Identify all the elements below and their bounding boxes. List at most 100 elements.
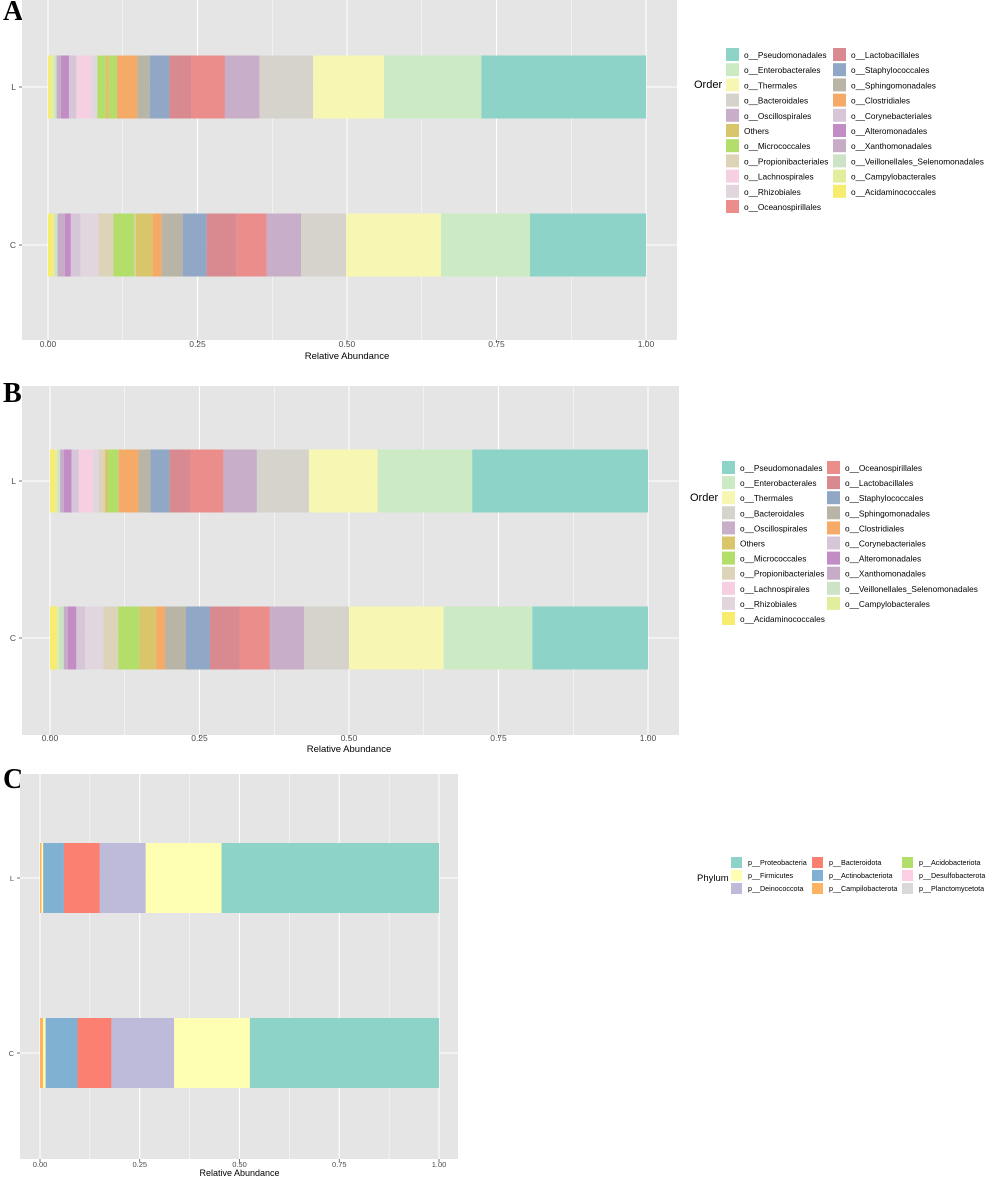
legend-swatch [722,536,735,550]
bar-segment [60,449,64,513]
legend-label: p__Proteobacteria [748,858,807,867]
legend-label: o__Propionibacteriales [740,569,824,579]
legend-label: o__Micrococcales [740,554,806,564]
bar-segment [80,213,99,277]
legend-label: p__Actinobacteriota [829,871,893,880]
legend-swatch [726,93,739,107]
legend-swatch [812,870,823,881]
legend-swatch [902,870,913,881]
legend-label: o__Staphylococcales [845,493,923,503]
legend-label: o__Pseudomonadales [744,50,827,60]
legend-swatch [726,108,739,122]
legend-label: p__Desulfobacterota [919,871,985,880]
x-tick-label: 0.75 [488,339,505,349]
legend-label: Others [744,126,769,136]
legend-label: o__Oscillospirales [744,111,811,121]
legend-swatch [722,521,735,535]
legend-label: o__Acidaminococcales [740,614,825,624]
bar-segment [105,449,109,513]
chart-panel-a: C L 0.00 0.25 0.50 0.75 1.00 Relative Abundance… [10,0,984,362]
bar-segment [223,449,257,513]
legend: Phylum p__Proteobacteria p__Firmicutes p__D… [697,857,985,894]
legend-title: Order [694,79,722,91]
y-tick-label: L [11,82,16,92]
legend-label: p__Planctomycetota [919,884,984,893]
bar-segment [259,55,314,119]
bar-segment [56,55,61,119]
legend-label: o__Lactobacillales [851,50,919,60]
y-tick-label: L [10,874,14,883]
x-tick-label: 0.00 [42,733,59,743]
legend-label: p__Firmicutes [748,871,794,880]
bar-segment [67,606,77,670]
bar-segment [134,213,136,277]
legend-label: o__Alteromonadales [845,554,921,564]
legend-swatch [722,596,735,610]
bar-segment [63,449,72,513]
panel-letter-b: B [3,378,22,409]
legend-swatch [722,476,735,490]
bar-segment [118,449,139,513]
bar-segment [301,213,347,277]
legend-swatch [827,476,840,490]
bar-segment [97,55,106,119]
legend-label: o__Sphingomonadales [851,80,936,90]
bar-segment [50,449,55,513]
legend-label: o__Thermales [740,493,793,503]
bar-segment [99,449,106,513]
bar-segment [52,213,55,277]
chart-panel-b: C L 0.00 0.25 0.50 0.75 1.00 Relative Abundance… [10,386,978,755]
legend-swatch [726,48,739,61]
bar-segment [174,1018,250,1088]
bar-segment [530,213,646,277]
bar-segment [139,606,157,670]
legend-swatch [833,108,846,122]
legend-label: o__Corynebacteriales [851,111,932,121]
bar-segment [76,55,92,119]
bar-segment [169,55,192,119]
legend-label: o__Lactobacillales [845,478,913,488]
bar-segment [209,606,240,670]
bar-segment [54,449,58,513]
legend-label: p__Deinococcota [748,884,804,893]
legend-swatch [726,169,739,183]
bar-segment [224,55,260,119]
bar-segment [190,449,224,513]
bar-segment [191,55,225,119]
bar-segment [349,606,444,670]
legend-swatch [833,154,846,168]
bar-segment [48,213,53,277]
legend-swatch [726,184,739,198]
bar-segment [45,1018,78,1088]
bar-segment [135,213,153,277]
y-tick-label: L [11,476,16,486]
x-tick-label: 1.00 [432,1160,447,1169]
bar-segment [182,213,207,277]
bar-segment [41,843,44,913]
legend-label: o__Oceanospirillales [744,202,821,212]
bar-segment [118,606,140,670]
legend-swatch [833,48,846,61]
bar-segment [108,449,119,513]
bar-segment [441,213,531,277]
bar-segment [532,606,648,670]
x-tick-label: 0.50 [341,733,358,743]
legend-label: o__Oscillospirales [740,523,807,533]
legend-label: o__Alteromonadales [851,126,927,136]
legend-swatch [902,857,913,868]
legend-label: o__Veillonellales_Selenomonadales [851,156,984,166]
legend-label: o__Oceanospirillales [845,463,922,473]
bar-segment [55,606,59,670]
legend-label: p__Acidobacteriota [919,858,981,867]
bar-segment [63,843,100,913]
legend-label: o__Xanthomonadales [851,141,932,151]
legend-label: p__Bacteroidota [829,858,881,867]
bar-segment [117,55,138,119]
x-tick-label: 0.00 [40,339,57,349]
legend-swatch [812,857,823,868]
bar-segment [443,606,533,670]
bar-segment [68,55,77,119]
x-axis-label: Relative Abundance [307,744,392,755]
legend-swatch [833,184,846,198]
x-axis-label: Relative Abundance [199,1168,279,1178]
